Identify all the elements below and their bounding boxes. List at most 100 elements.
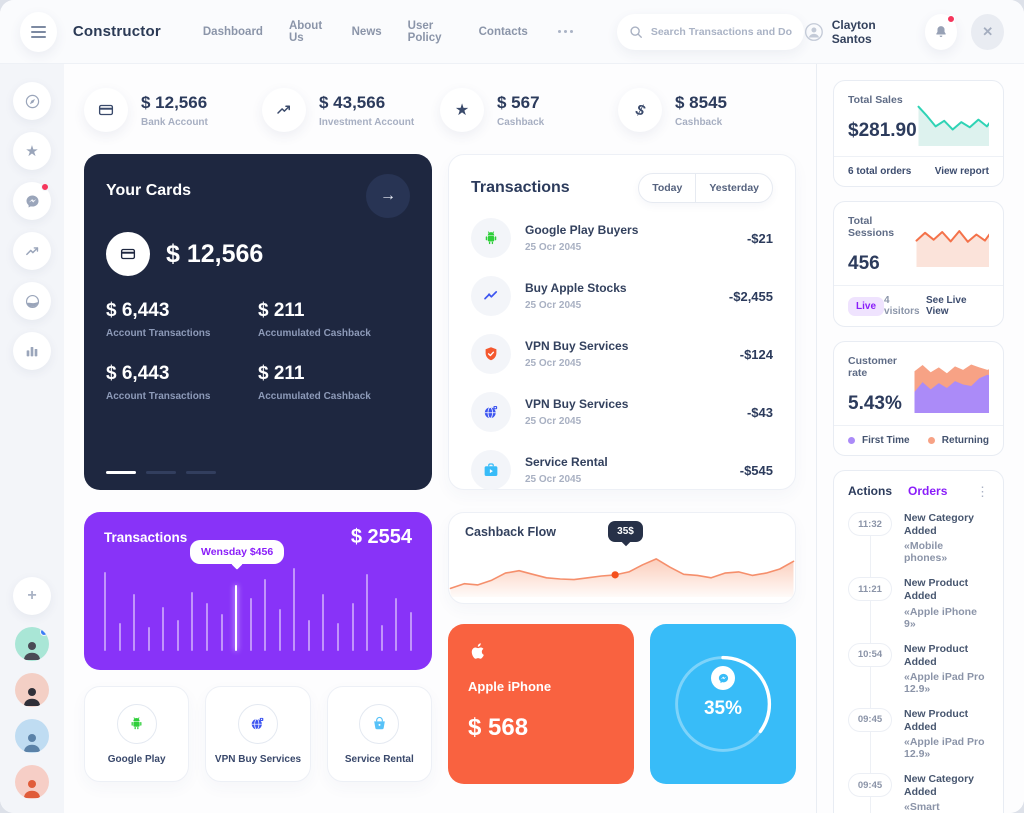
cashback-flow-card: Cashback Flow 35$ bbox=[448, 512, 796, 604]
service-label: VPN Buy Services bbox=[214, 753, 302, 765]
legend-dot-purple bbox=[848, 437, 855, 444]
search-input[interactable] bbox=[650, 25, 792, 38]
trending-up-icon bbox=[262, 88, 306, 132]
account-stats-row: $ 12,566 Bank Account $ 43,566 Investment … bbox=[84, 78, 796, 142]
pagination-dash-3[interactable] bbox=[186, 471, 216, 474]
progress-card[interactable]: 35% bbox=[650, 624, 796, 784]
service-label: Service Rental bbox=[344, 753, 414, 765]
transaction-amount: -$21 bbox=[746, 230, 773, 246]
bell-icon bbox=[936, 25, 946, 37]
star-icon: ★ bbox=[440, 88, 484, 132]
close-icon: ✕ bbox=[982, 23, 994, 39]
transaction-amount: -$43 bbox=[746, 404, 773, 420]
progress-percent: 35% bbox=[703, 698, 743, 719]
transactions-filter-toggle: Today Yesterday bbox=[638, 173, 773, 203]
search-icon bbox=[630, 25, 642, 38]
progress-ring bbox=[674, 655, 772, 753]
service-card-google-play[interactable]: Google Play bbox=[84, 686, 190, 782]
customer-rate-label: Customer rate bbox=[848, 355, 898, 379]
tab-orders[interactable]: Orders bbox=[908, 484, 948, 498]
card-stat: $ 211 Accumulated Cashback bbox=[258, 363, 371, 402]
timeline-item[interactable]: 11:21 New Product Added «Apple iPhone 9» bbox=[848, 577, 989, 630]
rail-item-globe[interactable] bbox=[13, 282, 51, 320]
rail-item-analytics[interactable] bbox=[13, 332, 51, 370]
total-orders-text: 6 total orders bbox=[848, 166, 912, 177]
plus-icon: + bbox=[27, 587, 37, 604]
stat-label: Investment Account bbox=[319, 116, 415, 128]
trending-up-icon bbox=[25, 246, 38, 255]
filter-yesterday[interactable]: Yesterday bbox=[709, 182, 759, 194]
rail-item-compass[interactable] bbox=[13, 82, 51, 120]
tab-actions[interactable]: Actions bbox=[848, 484, 893, 498]
contact-avatar-3[interactable] bbox=[15, 719, 49, 753]
service-label: Google Play bbox=[107, 753, 166, 765]
notification-dot bbox=[947, 14, 956, 23]
transaction-row[interactable]: Buy Apple Stocks 25 Ocr 2045 -$2,455 bbox=[471, 267, 773, 325]
total-sessions-card: Total Sessions 456 Live 4 visitors See L… bbox=[833, 201, 1004, 327]
nav-news[interactable]: News bbox=[351, 25, 382, 38]
card-stat: $ 6,443 Account Transactions bbox=[106, 363, 211, 402]
see-live-view-link[interactable]: See Live View bbox=[925, 295, 967, 317]
contact-avatar-2[interactable] bbox=[15, 673, 49, 707]
apple-card-price: $ 568 bbox=[468, 714, 529, 741]
contact-avatar-1[interactable] bbox=[15, 627, 49, 661]
user-name: Clayton Santos bbox=[831, 17, 876, 46]
cashback-flow-chart bbox=[449, 558, 795, 597]
close-button[interactable]: ✕ bbox=[971, 13, 1005, 50]
transaction-row[interactable]: Service Rental 25 Ocr 2045 -$545 bbox=[471, 441, 773, 499]
globe-lock-icon bbox=[471, 392, 511, 432]
nav-dashboard[interactable]: Dashboard bbox=[202, 25, 263, 38]
transactions-title: Transactions bbox=[471, 179, 570, 196]
avatar-silhouette bbox=[24, 642, 40, 660]
brand-logo: Constructor bbox=[72, 23, 161, 40]
card-balance: $ 12,566 bbox=[166, 239, 264, 268]
stat-label: Cashback bbox=[675, 116, 723, 128]
nav-user-policy[interactable]: User Policy bbox=[407, 19, 442, 44]
total-sessions-label: Total Sessions bbox=[848, 215, 895, 239]
your-cards-next-button[interactable]: → bbox=[366, 174, 410, 218]
nav-more-icon[interactable] bbox=[554, 26, 577, 37]
total-sessions-chart bbox=[915, 230, 989, 267]
hamburger-menu-button[interactable] bbox=[20, 11, 57, 52]
pagination-dash-1[interactable] bbox=[106, 471, 136, 474]
top-bar: Constructor Dashboard About Us News User… bbox=[0, 0, 1024, 64]
rail-item-messages[interactable] bbox=[13, 182, 51, 220]
kebab-menu-icon[interactable]: ⋮ bbox=[976, 483, 989, 499]
timeline-item[interactable]: 09:45 New Product Added «Apple iPad Pro 1… bbox=[848, 707, 989, 760]
total-sales-card: Total Sales $281.90 6 total orders View … bbox=[833, 80, 1004, 187]
user-menu[interactable]: Clayton Santos bbox=[804, 18, 911, 46]
activity-card: Actions Orders ⋮ 11:32 New Category Adde… bbox=[833, 470, 1004, 813]
add-contact-button[interactable]: + bbox=[13, 577, 51, 615]
transaction-row[interactable]: VPN Buy Services 25 Ocr 2045 -$43 bbox=[471, 383, 773, 441]
contact-avatar-4[interactable] bbox=[15, 765, 49, 799]
right-sidebar: Total Sales $281.90 6 total orders View … bbox=[816, 64, 1024, 813]
nav-about-us[interactable]: About Us bbox=[288, 19, 323, 44]
transaction-row[interactable]: Google Play Buyers 25 Ocr 2045 -$21 bbox=[471, 209, 773, 267]
stat-label: Bank Account bbox=[141, 116, 208, 128]
transaction-row[interactable]: VPN Buy Services 25 Ocr 2045 -$124 bbox=[471, 325, 773, 383]
timeline-item[interactable]: 11:32 New Category Added «Mobile phones» bbox=[848, 512, 989, 564]
timeline-item[interactable]: 09:45 New Category Added«Smart Watches» bbox=[848, 773, 989, 813]
nav-contacts[interactable]: Contacts bbox=[478, 25, 528, 38]
stat-value: $ 8545 bbox=[675, 92, 727, 112]
service-card-rental[interactable]: Service Rental bbox=[326, 686, 432, 782]
bar-chart-icon bbox=[26, 347, 38, 357]
rail-item-trends[interactable] bbox=[13, 232, 51, 270]
timeline-item[interactable]: 10:54 New Product Added «Apple iPad Pro 1… bbox=[848, 642, 989, 695]
view-report-link[interactable]: View report bbox=[934, 166, 989, 177]
your-cards-title: Your Cards bbox=[106, 182, 192, 199]
cards-pagination bbox=[106, 461, 410, 474]
filter-today[interactable]: Today bbox=[639, 174, 697, 202]
arrow-right-icon: → bbox=[380, 187, 396, 204]
rail-item-favorites[interactable]: ★ bbox=[13, 132, 51, 170]
pagination-dash-2[interactable] bbox=[146, 471, 176, 474]
apple-iphone-card[interactable]: Apple iPhone $ 568 bbox=[448, 624, 634, 784]
credit-card-icon bbox=[84, 88, 128, 132]
dollar-slash-icon: $ bbox=[618, 88, 662, 132]
search-bar[interactable] bbox=[616, 13, 804, 50]
legend-returning: Returning bbox=[927, 435, 989, 446]
service-card-vpn[interactable]: VPN Buy Services bbox=[205, 686, 311, 782]
notifications-button[interactable] bbox=[924, 13, 958, 50]
transactions-bar-chart bbox=[104, 559, 412, 651]
